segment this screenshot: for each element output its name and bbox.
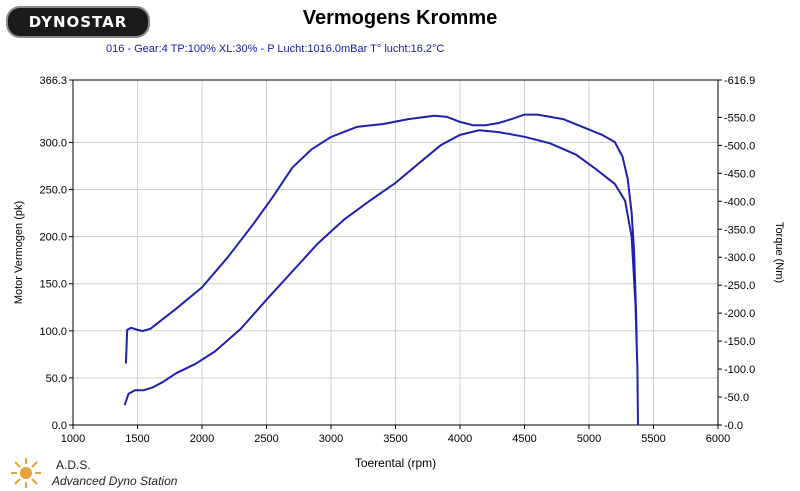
y2-tick-label: -50.0: [724, 392, 749, 404]
x-tick-label: 1000: [61, 433, 85, 445]
logo-text: DYNOSTAR: [28, 13, 128, 31]
y2-axis-label: Torque (Nm): [773, 222, 785, 283]
y2-tick-label: -400.0: [724, 196, 755, 208]
y-tick-label: 0.0: [52, 420, 67, 432]
y2-tick-label: -150.0: [724, 336, 755, 348]
plot-frame: [72, 79, 719, 426]
x-tick-label: 6000: [706, 433, 730, 445]
y2-tick-label: -500.0: [724, 140, 755, 152]
y-tick-label: 100.0: [39, 326, 67, 338]
y-tick-label: 150.0: [39, 279, 67, 291]
y-tick-label: 250.0: [39, 185, 67, 197]
x-tick-label: 1500: [125, 433, 149, 445]
x-tick-label: 5500: [641, 433, 665, 445]
y2-tick-label: -0.0: [724, 420, 743, 432]
ads-full-name: Advanced Dyno Station: [52, 474, 178, 488]
power-curve: [123, 129, 639, 426]
chart-title: Vermogens Kromme: [302, 7, 498, 29]
x-tick-label: 2000: [190, 433, 214, 445]
x-tick-label: 4000: [448, 433, 472, 445]
y-tick-label: 200.0: [39, 232, 67, 244]
y2-tick-label: -250.0: [724, 280, 755, 292]
x-tick-label: 3500: [383, 433, 407, 445]
x-tick-label: 4500: [512, 433, 536, 445]
x-tick-label: 2500: [254, 433, 278, 445]
x-tick-label: 3000: [319, 433, 343, 445]
y2-tick-label: -616.9: [724, 75, 755, 87]
y-tick-label: 366.3: [39, 75, 67, 87]
dynostar-logo: DYNOSTAR: [6, 6, 150, 38]
y-tick-label: 300.0: [39, 137, 67, 149]
x-axis-label: Toerental (rpm): [355, 456, 436, 470]
y2-tick-label: -300.0: [724, 252, 755, 264]
y2-tick-label: -350.0: [724, 224, 755, 236]
x-tick-label: 5000: [577, 433, 601, 445]
y-tick-label: 50.0: [46, 373, 67, 385]
sun-logo-icon: [11, 458, 41, 488]
ads-branding: A.D.S. Advanced Dyno Station: [8, 455, 208, 491]
chart-subtitle: 016 - Gear:4 TP:100% XL:30% - P Lucht:10…: [106, 43, 445, 55]
y2-tick-label: -200.0: [724, 308, 755, 320]
y-axis-label: Motor Vermogen (pk): [13, 201, 25, 304]
y2-tick-label: -100.0: [724, 364, 755, 376]
ads-name: A.D.S.: [56, 458, 91, 472]
y2-tick-label: -550.0: [724, 112, 755, 124]
y2-tick-label: -450.0: [724, 168, 755, 180]
torque-curve: [124, 113, 638, 364]
